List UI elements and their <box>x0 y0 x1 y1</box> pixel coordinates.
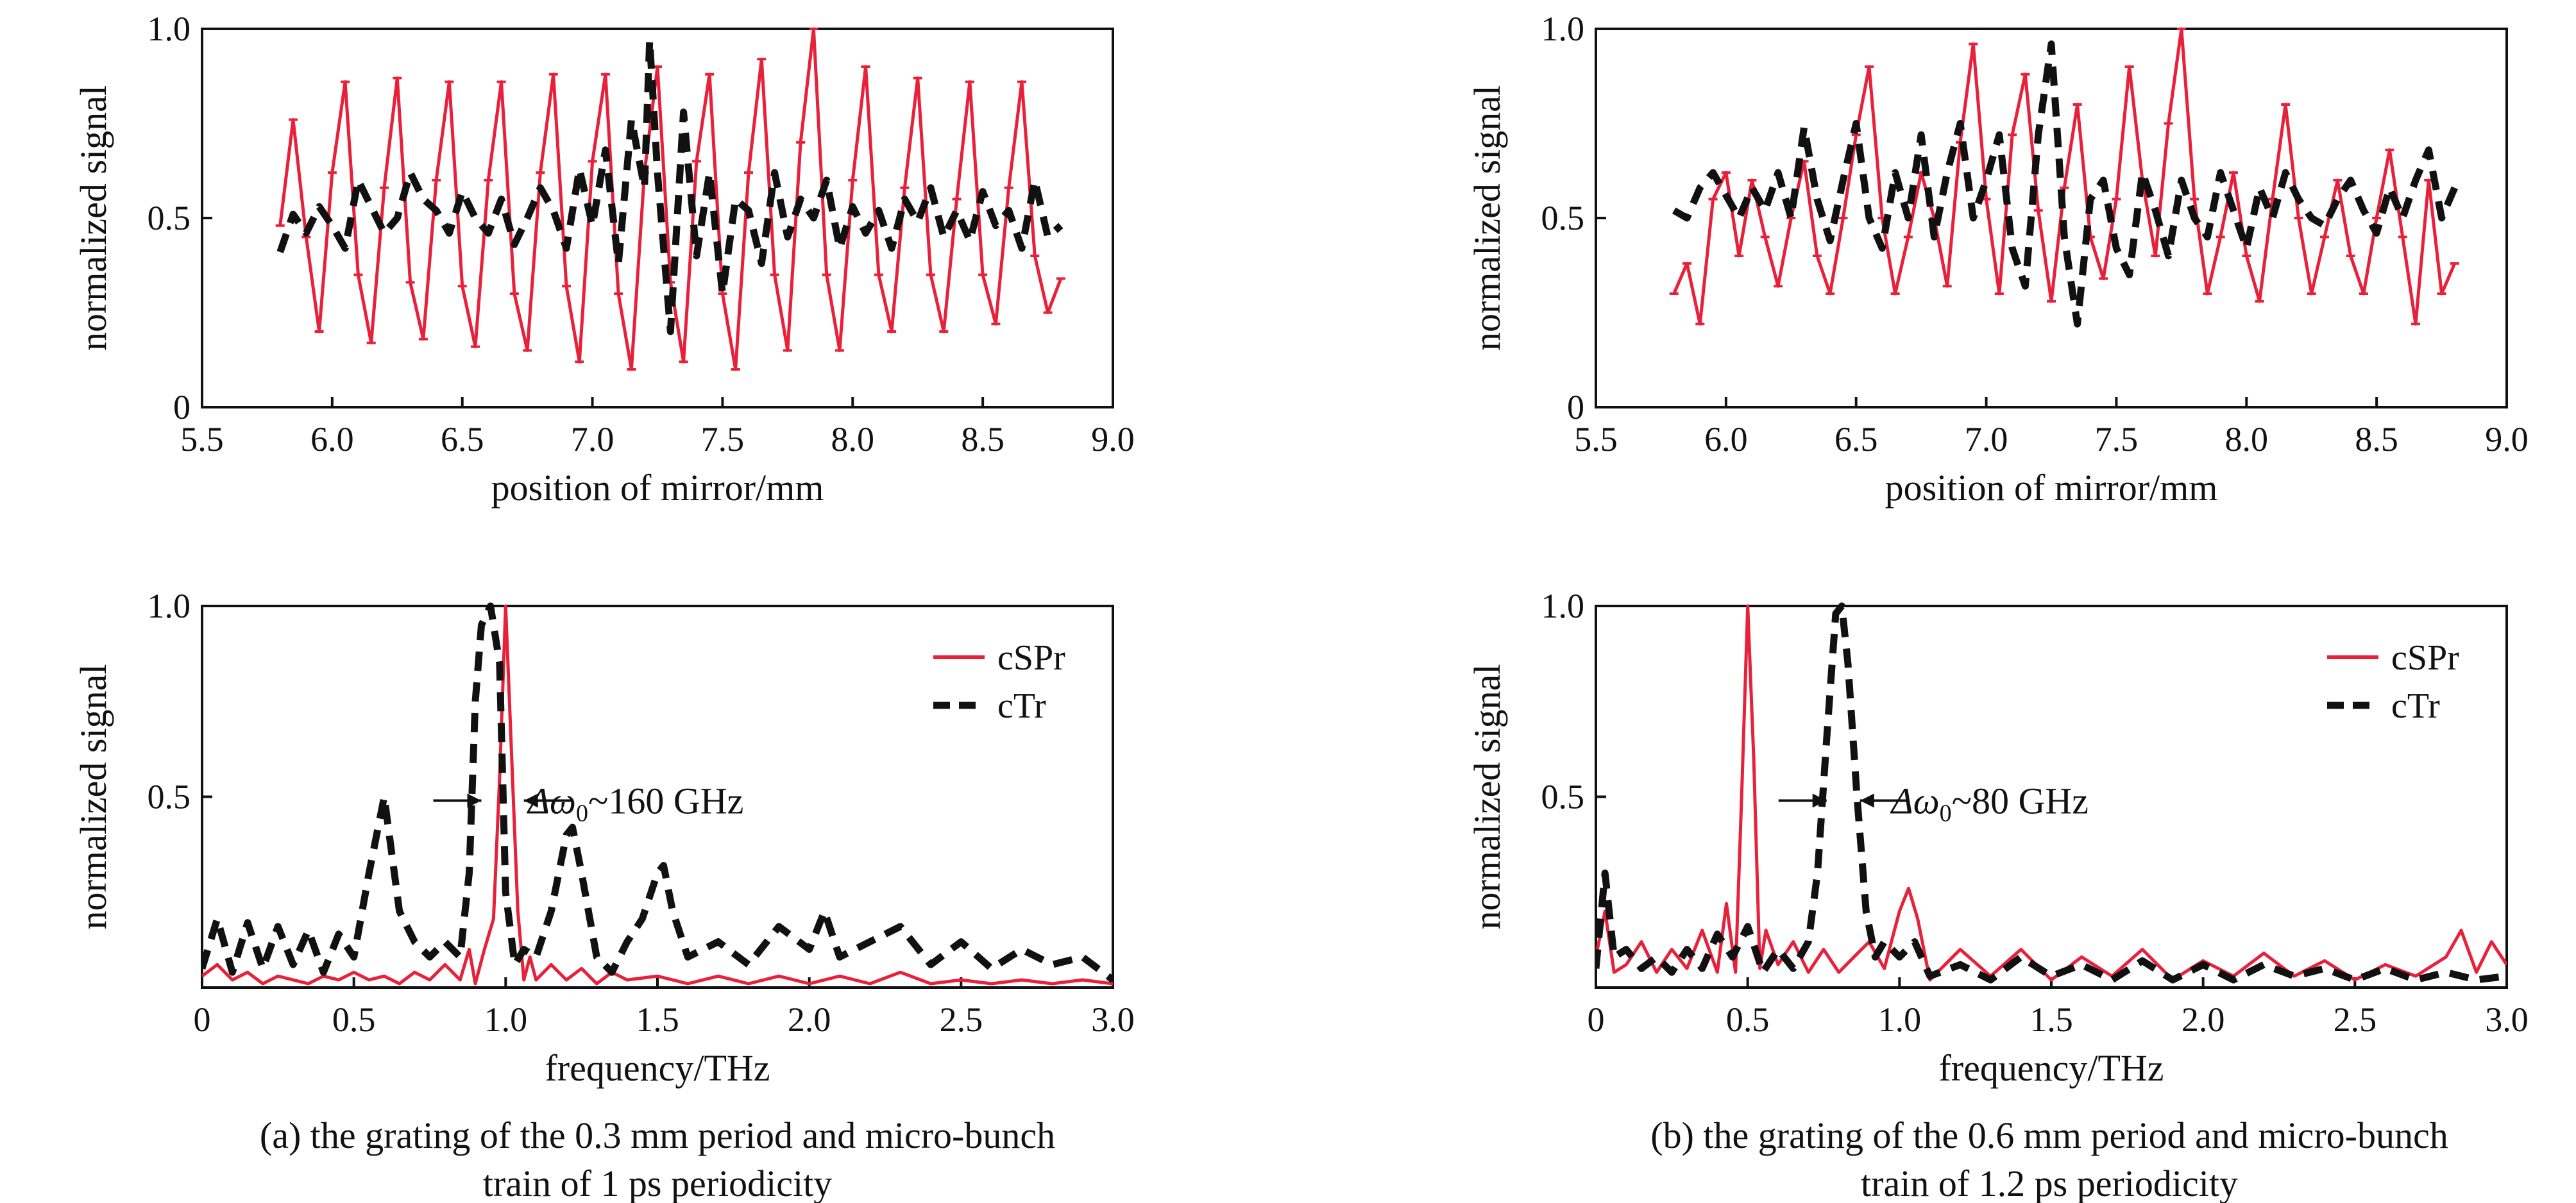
annotation-label: Δω0~80 GHz <box>1890 780 2089 827</box>
x-tick-label: 0.5 <box>332 1000 376 1039</box>
caption-b-line1: (b) the grating of the 0.6 mm period and… <box>1650 1115 2448 1156</box>
y-tick-label: 0 <box>173 388 191 426</box>
x-axis-label: position of mirror/mm <box>1885 467 2218 509</box>
y-tick-label: 0.5 <box>148 199 191 237</box>
x-tick-label: 1.5 <box>636 1000 679 1039</box>
x-axis-label: position of mirror/mm <box>491 467 824 509</box>
y-axis-label: normalized signal <box>72 85 114 351</box>
y-axis-label: normalized signal <box>72 664 114 930</box>
y-axis-label: normalized signal <box>1466 664 1508 930</box>
x-tick-label: 9.0 <box>2485 420 2529 458</box>
legend-label-cTr: cTr <box>2391 686 2440 726</box>
x-tick-label: 2.5 <box>940 1000 983 1039</box>
series-line-cSPr <box>1596 604 2507 982</box>
x-tick-label: 8.5 <box>961 420 1004 458</box>
x-axis-label: frequency/THz <box>1938 1047 2164 1089</box>
x-tick-label: 0 <box>194 1000 211 1039</box>
chart-b_top: 5.5 6.0 6.5 7.0 7.5 8.0 8.5 9.0 0 0.5 1.0 position … <box>1466 10 2529 509</box>
x-tick-label: 6.5 <box>1835 420 1878 458</box>
x-tick-label: 1.0 <box>484 1000 528 1039</box>
series-line-cTr <box>1672 40 2458 328</box>
x-tick-label: 0.5 <box>1726 1000 1770 1039</box>
x-tick-label: 9.0 <box>1091 420 1135 458</box>
x-tick-label: 2.0 <box>788 1000 831 1039</box>
x-tick-label: 1.0 <box>1878 1000 1922 1039</box>
y-tick-label: 0 <box>1567 388 1584 426</box>
annotation-arrows <box>1778 793 1908 808</box>
x-tick-label: 7.5 <box>2095 420 2139 458</box>
series-line-cSPr <box>1672 27 2457 326</box>
caption-b-line2: train of 1.2 ps periodicity <box>1861 1163 2238 1203</box>
x-tick-label: 3.0 <box>2485 1000 2529 1039</box>
x-tick-label: 7.0 <box>571 420 614 458</box>
x-tick-label: 7.5 <box>701 420 745 458</box>
caption-a-line2: train of 1 ps periodicity <box>483 1163 832 1203</box>
x-tick-label: 0 <box>1588 1000 1605 1039</box>
x-axis-label: frequency/THz <box>545 1047 770 1089</box>
legend-label-cSPr: cSPr <box>997 638 1065 678</box>
y-tick-label: 0.5 <box>1541 778 1585 816</box>
x-tick-label: 6.0 <box>310 420 354 458</box>
x-tick-label: 6.0 <box>1704 420 1748 458</box>
x-tick-label: 7.0 <box>1965 420 2008 458</box>
chart-a_bottom: 0 0.5 1.0 1.5 2.0 2.5 3.0 0.5 1.0 frequency/THz no… <box>72 587 1135 1089</box>
y-tick-label: 1.0 <box>1541 587 1585 625</box>
annotation-label: Δω0~160 GHz <box>527 780 743 827</box>
y-tick-label: 1.0 <box>148 10 191 48</box>
x-tick-label: 2.0 <box>2182 1000 2225 1039</box>
series-line-cTr <box>276 37 1063 335</box>
y-tick-label: 1.0 <box>148 587 191 625</box>
legend-label-cTr: cTr <box>997 686 1046 726</box>
chart-b_bottom: 0 0.5 1.0 1.5 2.0 2.5 3.0 0.5 1.0 frequency/THz no… <box>1466 587 2529 1089</box>
series-line-cTr <box>1596 602 2507 984</box>
y-tick-label: 0.5 <box>148 778 191 816</box>
annotation-arrows <box>433 793 572 808</box>
y-tick-label: 0.5 <box>1541 199 1585 237</box>
caption-a-line1: (a) the grating of the 0.3 mm period and… <box>260 1115 1055 1156</box>
x-tick-label: 2.5 <box>2334 1000 2377 1039</box>
y-axis-label: normalized signal <box>1466 85 1508 351</box>
x-tick-label: 8.5 <box>2355 420 2398 458</box>
x-tick-label: 8.0 <box>831 420 875 458</box>
series-line-cSPr <box>202 604 1113 986</box>
legend-label-cSPr: cSPr <box>2391 638 2459 678</box>
x-tick-label: 5.5 <box>1574 420 1618 458</box>
x-tick-label: 8.0 <box>2225 420 2269 458</box>
series-line-cTr <box>202 602 1113 983</box>
x-tick-label: 1.5 <box>2029 1000 2073 1039</box>
chart-a_top: 5.5 6.0 6.5 7.0 7.5 8.0 8.5 9.0 0 0.5 1.0 position … <box>72 10 1135 509</box>
y-tick-label: 1.0 <box>1541 10 1585 48</box>
x-tick-label: 6.5 <box>441 420 484 458</box>
x-tick-label: 3.0 <box>1091 1000 1135 1039</box>
x-tick-label: 5.5 <box>180 420 224 458</box>
